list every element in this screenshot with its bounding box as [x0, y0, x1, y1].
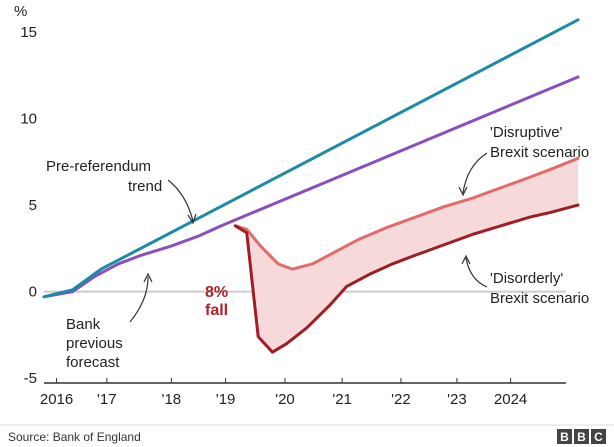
y-tick-label-4: -5 [24, 370, 37, 387]
x-tick-label-2: '18 [162, 391, 182, 408]
arrow-bank-forecast [129, 276, 149, 323]
annotation-pre-referendum: Pre-referendum trend [46, 158, 197, 225]
series-bank-previous-forecast [42, 75, 580, 299]
annotation-bank-forecast-line1: Bank [66, 316, 101, 333]
scenario-range-shading [235, 158, 578, 353]
x-tick-label-3: '19 [216, 391, 236, 408]
x-tick-label-6: '22 [391, 391, 411, 408]
series-disruptive-scenario [233, 156, 580, 271]
series-lines [42, 18, 580, 354]
annotation-disruptive-line1: 'Disruptive' [490, 124, 563, 141]
x-tick-label-1: '17 [97, 391, 117, 408]
y-tick-label-3: 0 [29, 284, 37, 301]
x-tick-label-5: '21 [332, 391, 352, 408]
y-unit-label: % [14, 3, 27, 20]
y-axis-ticks: 15 10 5 0 -5 [20, 24, 37, 387]
series-disorderly-scenario [233, 203, 580, 354]
arrowhead-pre-referendum [187, 213, 197, 225]
annotation-bank-forecast-line2: previous [66, 335, 123, 352]
y-tick-label-0: 15 [20, 24, 37, 41]
bbc-logo-letter-2: B [577, 430, 586, 444]
series-pre-referendum-trend [42, 18, 580, 299]
arrow-disruptive [462, 152, 488, 194]
annotation-bank-forecast-line3: forecast [66, 354, 120, 371]
source-text: Source: Bank of England [8, 430, 141, 444]
bbc-logo-block-3 [591, 429, 606, 444]
bbc-logo-letter-3: C [594, 430, 603, 444]
bbc-logo-block-1 [557, 429, 572, 444]
annotation-disorderly: 'Disorderly' Brexit scenario [461, 254, 589, 307]
annotation-disruptive: 'Disruptive' Brexit scenario [458, 124, 589, 197]
arrowhead-disruptive [458, 186, 468, 197]
x-axis-ticks: 2016 '17 '18 '19 '20 '21 '22 '23 2024 [40, 378, 527, 408]
annotation-fall-line2: fall [205, 302, 228, 319]
arrow-disorderly [465, 257, 488, 288]
annotation-disorderly-line1: 'Disorderly' [490, 270, 563, 287]
arrow-pre-referendum [167, 179, 194, 222]
annotation-pre-referendum-line1: Pre-referendum [46, 158, 151, 175]
bbc-logo-block-2 [574, 429, 589, 444]
annotation-disorderly-line2: Brexit scenario [490, 290, 589, 307]
y-tick-label-1: 10 [20, 111, 37, 128]
annotation-fall: 8% fall [205, 284, 228, 319]
x-tick-label-0: 2016 [40, 391, 73, 408]
x-tick-label-7: '23 [447, 391, 467, 408]
x-tick-label-4: '20 [275, 391, 295, 408]
bbc-logo-letter-1: B [560, 430, 569, 444]
annotation-fall-line1: 8% [205, 284, 228, 301]
arrowhead-disorderly [461, 254, 471, 265]
x-tick-label-8: 2024 [494, 391, 527, 408]
annotation-disruptive-line2: Brexit scenario [490, 144, 589, 161]
annotation-bank-forecast: Bank previous forecast [66, 272, 153, 371]
annotation-pre-referendum-line2: trend [128, 178, 162, 195]
arrowhead-bank-forecast [143, 272, 153, 283]
bbc-logo: B B C [557, 429, 606, 444]
y-tick-label-2: 5 [29, 197, 37, 214]
